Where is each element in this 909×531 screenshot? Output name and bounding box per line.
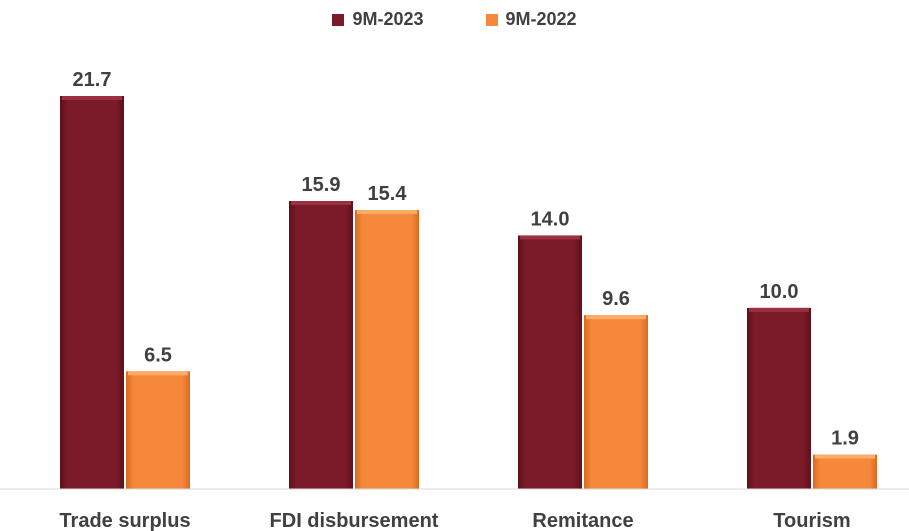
bar-bevel-tourism-9m-2023 bbox=[749, 307, 809, 312]
chart-legend: 9M-2023 9M-2022 bbox=[0, 9, 909, 30]
bar-trade-surplus-9m-2022 bbox=[126, 371, 190, 489]
category-label-fdi-disbursement: FDI disbursement bbox=[270, 510, 439, 531]
category-label-trade-surplus: Trade surplus bbox=[59, 510, 190, 531]
bar-bevel-trade-surplus-9m-2022 bbox=[128, 371, 188, 376]
data-label-remitance-9m-2023: 14.0 bbox=[531, 208, 570, 230]
data-label-remitance-9m-2022: 9.6 bbox=[602, 288, 630, 310]
bar-bevel-fdi-disbursement-9m-2023 bbox=[291, 201, 351, 206]
bar-remitance-9m-2022 bbox=[584, 315, 648, 489]
bar-fdi-disbursement-9m-2023 bbox=[289, 201, 353, 489]
category-label-remitance: Remitance bbox=[532, 510, 633, 531]
data-label-fdi-disbursement-9m-2023: 15.9 bbox=[302, 174, 341, 196]
bar-bevel-remitance-9m-2023 bbox=[520, 235, 580, 240]
legend-swatch-9m-2023 bbox=[332, 13, 345, 26]
category-label-tourism: Tourism bbox=[773, 510, 850, 531]
bar-trade-surplus-9m-2023 bbox=[60, 96, 124, 489]
legend-label-9m-2023: 9M-2023 bbox=[352, 9, 424, 29]
legend-swatch-9m-2022 bbox=[485, 13, 498, 26]
legend-item-9m-2022: 9M-2022 bbox=[485, 9, 577, 30]
bar-tourism-9m-2023 bbox=[747, 307, 811, 489]
bar-bevel-trade-surplus-9m-2023 bbox=[62, 96, 122, 100]
bars-layer bbox=[60, 96, 877, 489]
bar-bevel-fdi-disbursement-9m-2022 bbox=[357, 210, 417, 215]
labels-layer: 21.7 6.5 Trade surplus 15.9 15.4 FDI disburse… bbox=[59, 69, 858, 531]
legend-item-9m-2023: 9M-2023 bbox=[332, 9, 424, 30]
legend-label-9m-2022: 9M-2022 bbox=[505, 9, 577, 29]
data-label-tourism-9m-2022: 1.9 bbox=[831, 428, 859, 450]
bar-remitance-9m-2023 bbox=[518, 235, 582, 489]
data-label-fdi-disbursement-9m-2022: 15.4 bbox=[368, 183, 408, 205]
bar-fdi-disbursement-9m-2022 bbox=[355, 210, 419, 489]
data-label-trade-surplus-9m-2022: 6.5 bbox=[144, 344, 172, 366]
bar-tourism-9m-2022 bbox=[813, 454, 877, 489]
data-label-trade-surplus-9m-2023: 21.7 bbox=[73, 69, 112, 91]
bar-bevel-remitance-9m-2022 bbox=[586, 315, 646, 320]
bar-bevel-tourism-9m-2022 bbox=[815, 454, 875, 459]
data-label-tourism-9m-2023: 10.0 bbox=[760, 281, 799, 303]
